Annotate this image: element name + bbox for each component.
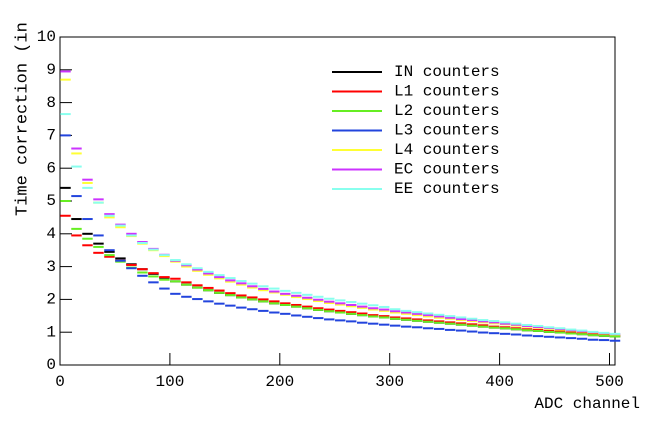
legend-label: L2 counters — [394, 102, 500, 120]
y-tick-label: 3 — [46, 258, 56, 276]
legend-label: IN counters — [394, 63, 500, 81]
x-tick-label: 0 — [55, 373, 65, 391]
legend-label: EC counters — [394, 161, 500, 179]
y-axis-title: Time correction (in — [13, 22, 32, 216]
x-tick-label: 100 — [155, 373, 184, 391]
y-tick-label: 9 — [46, 61, 56, 79]
y-tick-label: 4 — [46, 225, 56, 243]
y-tick-label: 6 — [46, 159, 56, 177]
y-tick-label: 8 — [46, 94, 56, 112]
y-tick-label: 5 — [46, 192, 56, 210]
y-tick-label: 2 — [46, 291, 56, 309]
y-tick-label: 7 — [46, 127, 56, 145]
y-tick-label: 1 — [46, 323, 56, 341]
x-tick-label: 300 — [375, 373, 404, 391]
y-tick-label: 0 — [46, 356, 56, 374]
legend-label: L4 counters — [394, 141, 500, 159]
x-tick-label: 200 — [265, 373, 294, 391]
legend-label: EE counters — [394, 180, 500, 198]
x-tick-label: 500 — [595, 373, 624, 391]
y-tick-label: 10 — [37, 28, 56, 46]
legend-label: L3 counters — [394, 122, 500, 140]
legend-label: L1 counters — [394, 83, 500, 101]
x-tick-label: 400 — [485, 373, 514, 391]
x-axis-title: ADC channel — [534, 395, 640, 413]
